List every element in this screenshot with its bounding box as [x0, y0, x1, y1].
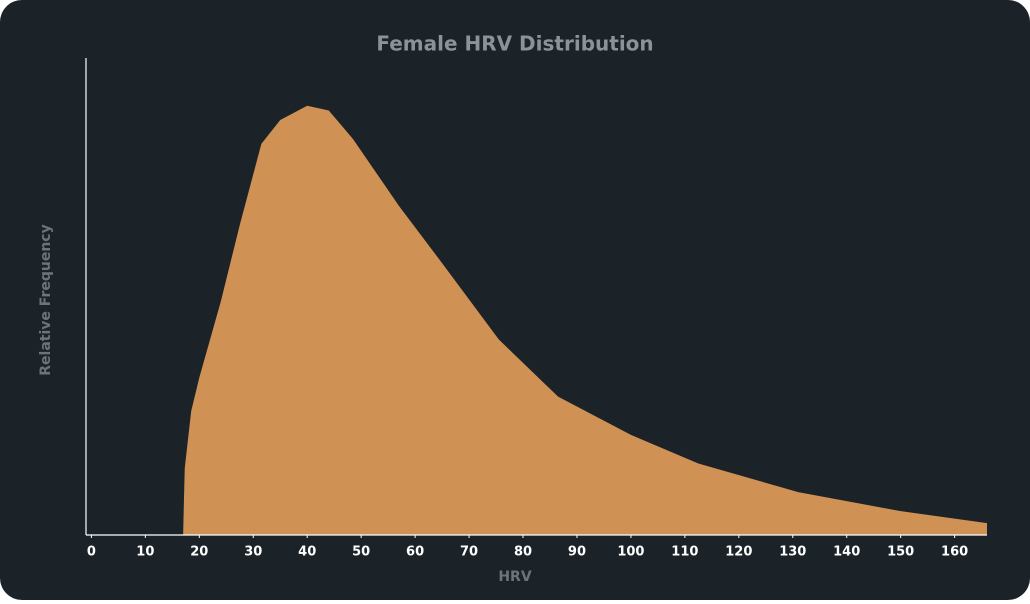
area — [183, 105, 987, 535]
x-axis-label: HRV — [498, 569, 531, 585]
x-tick-label: 60 — [406, 545, 424, 560]
x-tick-label: 0 — [87, 545, 96, 560]
x-tick-label: 160 — [941, 545, 968, 560]
x-tick-label: 130 — [779, 545, 806, 560]
y-axis-label: Relative Frequency — [38, 224, 54, 375]
x-tick-label: 50 — [352, 545, 370, 560]
x-tick-label: 30 — [244, 545, 262, 560]
x-tick-label: 100 — [617, 545, 644, 560]
x-tick-label: 20 — [190, 545, 208, 560]
x-tick-label: 150 — [887, 545, 914, 560]
x-tick-label: 140 — [833, 545, 860, 560]
x-tick-label: 120 — [725, 545, 752, 560]
x-tick-label: 70 — [460, 545, 478, 560]
x-tick-label: 40 — [298, 545, 316, 560]
x-tick-label: 10 — [136, 545, 154, 560]
chart-title: Female HRV Distribution — [376, 32, 653, 56]
x-tick-label: 110 — [671, 545, 698, 560]
x-tick-label: 90 — [568, 545, 586, 560]
x-tick-label: 80 — [514, 545, 532, 560]
